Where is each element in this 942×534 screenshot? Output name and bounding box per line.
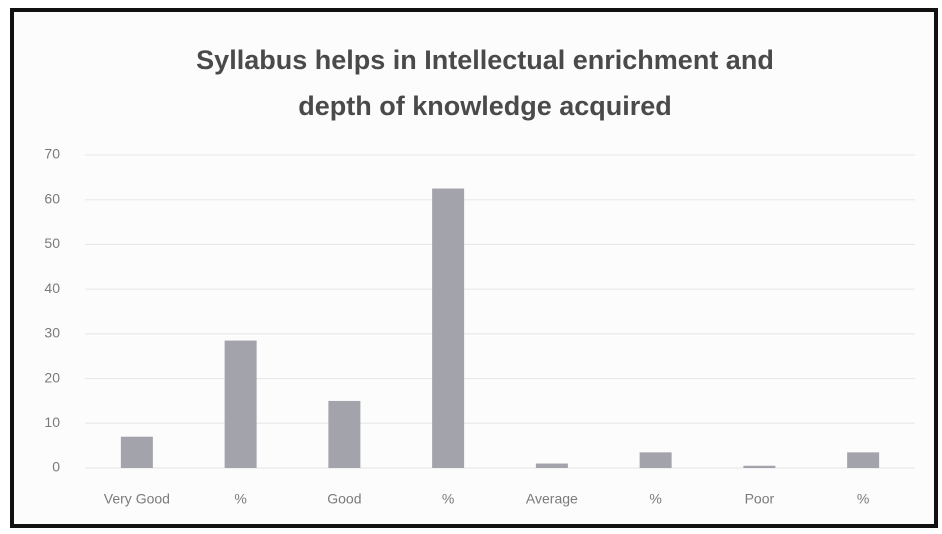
- x-tick-label: Average: [526, 491, 578, 507]
- bar: [743, 465, 776, 468]
- chart-title: Syllabus helps in Intellectual enrichmen…: [196, 45, 774, 75]
- x-tick-label: Good: [327, 491, 361, 507]
- x-tick-label: %: [857, 491, 869, 507]
- x-tick-label: Very Good: [104, 491, 170, 507]
- bar: [847, 452, 880, 468]
- chart-title: depth of knowledge acquired: [298, 91, 672, 121]
- bar: [328, 400, 361, 468]
- x-tick-label: Poor: [745, 491, 775, 507]
- y-tick-label: 40: [44, 280, 60, 296]
- y-tick-label: 70: [44, 146, 60, 162]
- y-tick-label: 30: [44, 325, 60, 341]
- x-tick-label: %: [442, 491, 454, 507]
- y-tick-label: 60: [44, 190, 60, 206]
- bar: [432, 188, 465, 469]
- bar: [120, 436, 153, 468]
- frame: [10, 8, 938, 528]
- bar: [535, 463, 568, 468]
- x-tick-label: %: [649, 491, 661, 507]
- bar: [639, 452, 672, 468]
- y-tick-label: 20: [44, 369, 60, 385]
- x-tick-label: %: [234, 491, 246, 507]
- y-tick-label: 10: [44, 414, 60, 430]
- y-tick-label: 0: [52, 459, 60, 475]
- bar: [224, 340, 257, 468]
- y-tick-label: 50: [44, 235, 60, 251]
